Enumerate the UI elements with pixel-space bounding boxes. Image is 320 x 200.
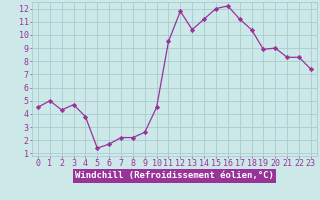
- X-axis label: Windchill (Refroidissement éolien,°C): Windchill (Refroidissement éolien,°C): [75, 171, 274, 180]
